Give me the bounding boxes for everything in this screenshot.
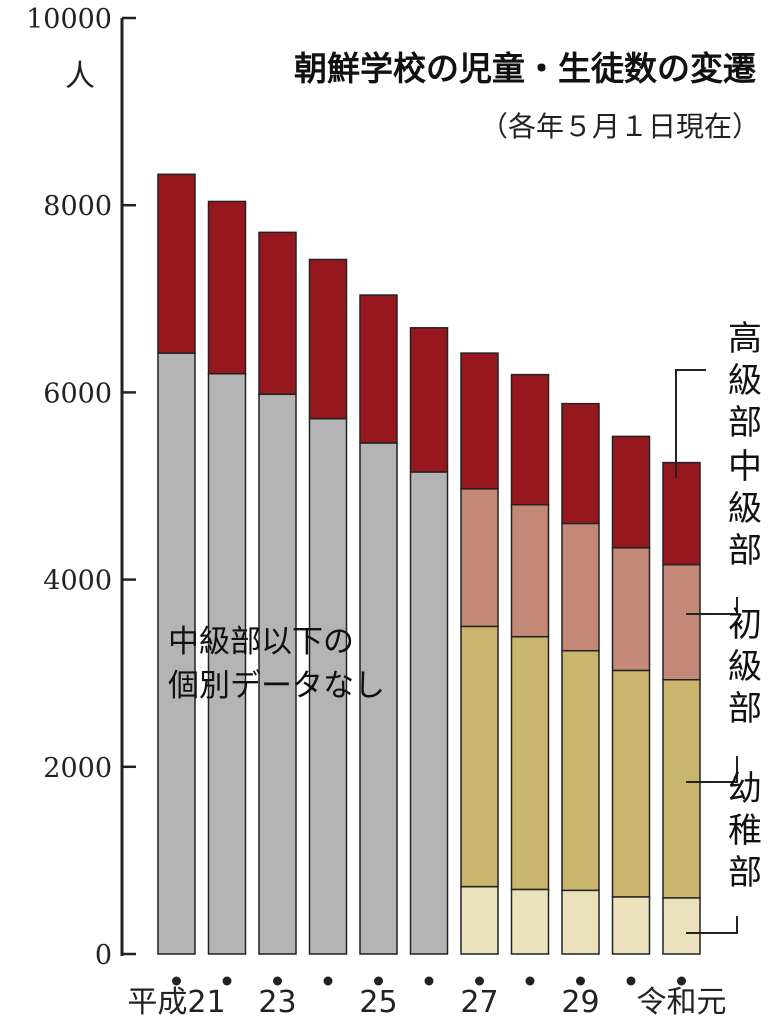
x-tick-dot xyxy=(677,976,686,986)
bar-segment-2 xyxy=(460,488,499,628)
bar-segment-3 xyxy=(207,372,247,955)
x-tick-dot xyxy=(576,976,585,986)
bar-segment-2 xyxy=(510,503,550,638)
x-tick-label: 平成21 xyxy=(127,985,225,1020)
bar-segment-2 xyxy=(611,547,651,672)
bar-segment-4 xyxy=(308,258,348,420)
y-tick-label: 10000 xyxy=(26,4,112,35)
chart-subtitle: （各年５月１日現在） xyxy=(480,110,760,143)
bar-segment-4 xyxy=(157,173,196,354)
legend-leader-line xyxy=(686,597,738,615)
bar-segment-1 xyxy=(510,635,550,891)
bar-segment-4 xyxy=(409,327,449,473)
legend-label: 高級部 xyxy=(728,319,762,443)
y-tick-label: 6000 xyxy=(43,378,112,409)
x-tick-label: 29 xyxy=(561,985,599,1020)
bar-segment-3 xyxy=(409,471,449,955)
x-tick-dot xyxy=(273,976,282,986)
y-axis-ticks: 0 2000 4000 6000 8000 10000 xyxy=(26,4,136,971)
bar-segment-4 xyxy=(561,402,600,525)
bar-segment-3 xyxy=(308,417,348,955)
bar-segment-4 xyxy=(662,461,701,566)
y-tick-label: 2000 xyxy=(43,753,112,784)
bar-segment-4 xyxy=(258,231,297,396)
bar-segment-2 xyxy=(662,563,701,681)
bar-segment-1 xyxy=(561,649,600,892)
y-tick-label: 0 xyxy=(95,940,112,971)
bar-segment-0 xyxy=(662,897,701,955)
bar-segment-2 xyxy=(561,522,600,652)
bar-segment-3 xyxy=(157,352,196,955)
legend-leader-line xyxy=(675,369,706,478)
x-tick-dot xyxy=(222,976,232,986)
bar-segment-1 xyxy=(662,679,701,899)
bar-segment-4 xyxy=(611,435,651,549)
bar-segment-0 xyxy=(460,885,499,955)
legend-label: 幼稚部 xyxy=(728,769,762,893)
chart-title: 朝鮮学校の児童・生徒数の変遷 xyxy=(294,49,756,88)
bar-segment-4 xyxy=(510,373,550,506)
bar-segment-0 xyxy=(510,888,550,955)
bar-segment-4 xyxy=(359,294,398,444)
annotation-line-2: 個別データなし xyxy=(168,668,385,704)
x-tick-dot xyxy=(525,976,535,986)
bar-stacks xyxy=(157,173,701,955)
legend-leader-line xyxy=(686,756,738,783)
x-tick-label: 令和元 xyxy=(637,985,727,1020)
x-tick-dot xyxy=(172,976,181,986)
bar-segment-3 xyxy=(258,393,297,955)
x-tick-dot xyxy=(374,976,383,986)
bar-segment-4 xyxy=(207,200,247,375)
legend-label: 初級部 xyxy=(728,605,762,729)
bar-segment-4 xyxy=(460,352,499,490)
y-tick-label: 8000 xyxy=(43,191,112,222)
y-axis-unit: 人 xyxy=(65,59,95,94)
bar-segment-1 xyxy=(611,669,651,898)
x-tick-label: 27 xyxy=(460,985,498,1020)
bar-segment-0 xyxy=(561,889,600,955)
legend-label: 中級部 xyxy=(728,447,762,571)
x-tick-label: 23 xyxy=(258,985,296,1020)
x-tick-dot xyxy=(323,976,333,986)
bar-segment-1 xyxy=(460,625,499,888)
no-data-annotation: 中級部以下の 個別データなし xyxy=(168,624,385,704)
x-axis-labels: 平成21 23 25 27 29 令和元 xyxy=(127,985,726,1020)
bar-segment-3 xyxy=(359,442,398,955)
x-tick-dot xyxy=(475,976,484,986)
annotation-line-1: 中級部以下の xyxy=(168,624,354,660)
bar-segment-0 xyxy=(611,896,651,955)
y-tick-label: 4000 xyxy=(43,566,112,597)
x-tick-dot xyxy=(626,976,636,986)
legend-leader-line xyxy=(686,916,738,934)
x-axis-dots xyxy=(172,976,686,986)
x-tick-dot xyxy=(424,976,434,986)
x-tick-label: 25 xyxy=(359,985,397,1020)
